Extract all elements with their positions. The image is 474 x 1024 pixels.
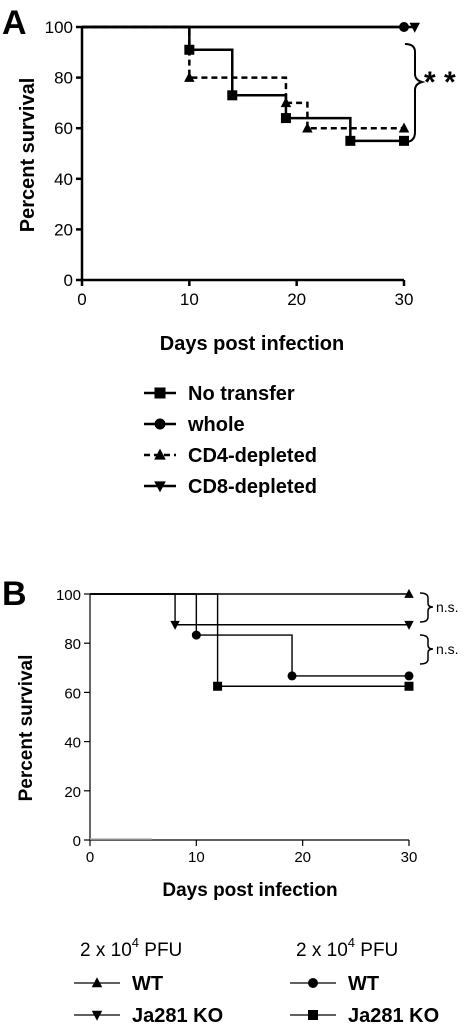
data-point — [404, 681, 414, 691]
legend-entry: WT — [74, 973, 163, 995]
x-tick-label: 30 — [401, 849, 418, 866]
y-tick-label: 80 — [54, 69, 73, 88]
data-point — [404, 588, 414, 598]
panel-a-significance: * * — [404, 43, 456, 143]
data-point — [213, 681, 223, 691]
data-point — [345, 135, 356, 146]
y-tick-label: 20 — [54, 220, 73, 239]
y-tick-label: 100 — [45, 18, 73, 37]
legend-entry: WT — [290, 973, 379, 995]
legend-marker — [308, 1010, 318, 1020]
data-point — [184, 71, 195, 82]
legend-entry: No transfer — [144, 383, 295, 405]
y-tick-label: 40 — [54, 170, 73, 189]
series-wt-2 — [90, 593, 414, 681]
legend-marker — [91, 977, 103, 988]
panel-b-legend: 2 x 104 PFU WT Ja281 KO 2 x 104 PFU WT Ja281 … — [74, 935, 439, 1024]
legend-label: No transfer — [188, 383, 295, 405]
x-tick-label: 20 — [294, 849, 311, 866]
data-point — [404, 620, 414, 630]
legend-label: Ja281 KO — [348, 1005, 439, 1024]
legend-marker — [91, 1010, 103, 1021]
y-tick-label: 100 — [56, 587, 81, 604]
panel-a-letter: A — [2, 4, 27, 42]
series-line — [82, 25, 404, 143]
panel-a-significance-label: * * — [424, 66, 456, 99]
legend-label: whole — [187, 414, 245, 436]
legend-entry: CD8-depleted — [144, 476, 317, 498]
x-tick-label: 10 — [180, 290, 199, 309]
y-tick-label: 80 — [64, 636, 81, 653]
series-line — [82, 25, 404, 130]
legend-marker — [154, 448, 166, 460]
panel-a: A Percent survival Days post infection 0… — [2, 4, 456, 498]
legend-label: CD4-depleted — [188, 445, 317, 467]
panel-b-significance: n.s. n.s. — [419, 592, 459, 665]
y-tick-label: 0 — [64, 271, 73, 290]
y-tick-label: 20 — [64, 784, 81, 801]
series-ja281-ko-1 — [90, 593, 414, 630]
series-ja281-ko-3 — [90, 593, 414, 691]
data-point — [409, 22, 420, 33]
legend-label: WT — [348, 973, 379, 995]
legend-group-title: 2 x 104 PFU — [296, 935, 398, 961]
panel-b-letter: B — [2, 575, 27, 613]
series-cd4-depleted-2 — [82, 25, 410, 133]
data-point — [399, 135, 409, 146]
data-point — [191, 630, 201, 640]
panel-a-xlabel: Days post infection — [160, 333, 344, 355]
series-line — [90, 593, 409, 626]
data-point — [280, 97, 292, 108]
data-point — [227, 90, 238, 101]
series-line — [90, 593, 409, 677]
legend-group: 2 x 104 PFU WT Ja281 KO — [290, 935, 439, 1024]
panel-b-ylabel: Percent survival — [16, 655, 37, 802]
legend-marker — [154, 387, 166, 399]
x-tick-label: 20 — [287, 290, 306, 309]
panel-b-ns-top: n.s. — [436, 599, 459, 615]
legend-group-title: 2 x 104 PFU — [80, 935, 182, 961]
panel-b: B Percent survival Days post infection 0… — [2, 575, 459, 1024]
x-tick-label: 30 — [395, 290, 414, 309]
panel-a-ylabel: Percent survival — [17, 78, 39, 233]
legend-marker — [308, 978, 318, 988]
x-tick-label: 0 — [86, 849, 94, 866]
legend-entry: whole — [144, 414, 245, 436]
panel-a-legend: No transfer whole CD4-depleted CD8-depleted — [144, 383, 317, 498]
data-point — [287, 671, 297, 681]
legend-marker — [154, 481, 166, 493]
legend-entry: Ja281 KO — [290, 1005, 439, 1024]
data-point — [170, 620, 180, 630]
y-tick-label: 0 — [73, 833, 81, 850]
data-point — [280, 113, 291, 124]
data-point — [398, 122, 410, 133]
x-tick-label: 0 — [77, 290, 86, 309]
panel-b-ns-bottom: n.s. — [436, 641, 459, 657]
data-point — [302, 122, 313, 133]
y-tick-label: 40 — [64, 735, 81, 752]
legend-group: 2 x 104 PFU WT Ja281 KO — [74, 935, 223, 1024]
panel-b-xlabel: Days post infection — [162, 880, 337, 901]
legend-entry: Ja281 KO — [74, 1005, 223, 1024]
series-no-transfer-0 — [82, 25, 409, 146]
legend-entry: CD4-depleted — [144, 445, 317, 467]
legend-label: CD8-depleted — [188, 476, 317, 498]
legend-label: Ja281 KO — [132, 1005, 223, 1024]
series-cd8-depleted-3 — [82, 22, 420, 33]
y-tick-label: 60 — [64, 685, 81, 702]
data-point — [404, 671, 414, 681]
legend-label: WT — [132, 973, 163, 995]
x-tick-label: 10 — [188, 849, 205, 866]
legend-marker — [154, 418, 166, 430]
series-line — [90, 593, 409, 687]
y-tick-label: 60 — [54, 119, 73, 138]
